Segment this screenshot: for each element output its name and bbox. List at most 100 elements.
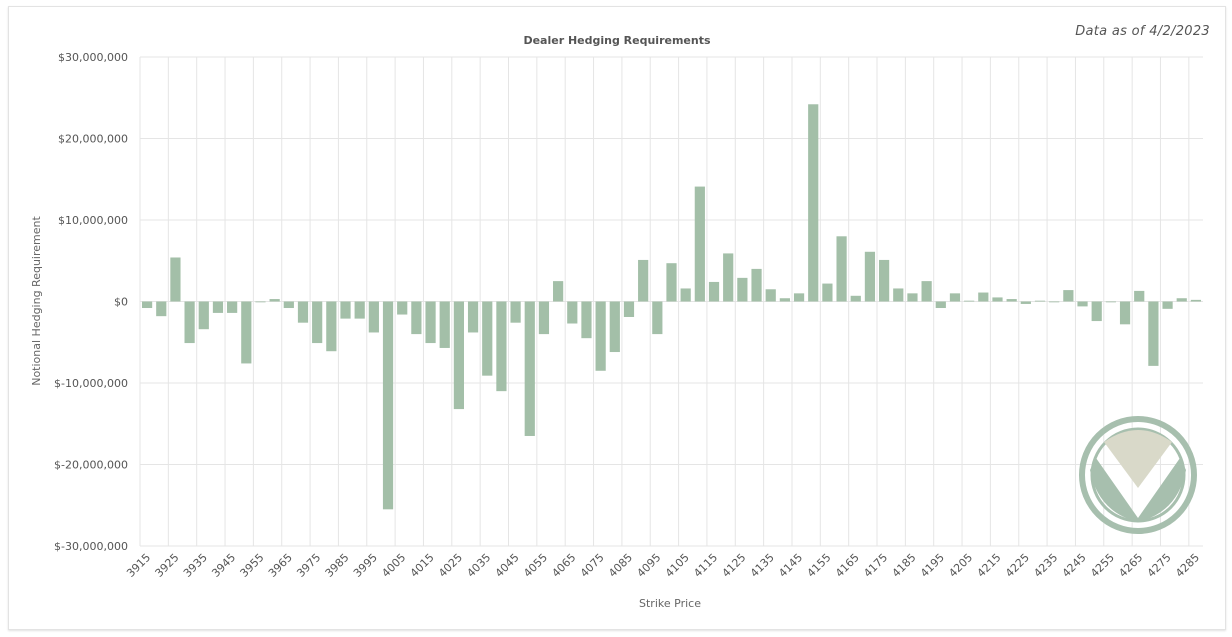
x-axis-label: Strike Price	[639, 597, 701, 610]
y-tick-label: $30,000,000	[58, 51, 128, 64]
bar-4280	[1176, 298, 1187, 302]
bar-4180	[893, 288, 904, 302]
x-tick-label: 4275	[1145, 551, 1174, 580]
x-tick-label: 3965	[266, 551, 295, 580]
x-tick-label: 4175	[861, 551, 890, 580]
bar-4060	[553, 281, 564, 302]
bar-4110	[694, 186, 705, 302]
bar-3995	[368, 301, 379, 333]
bar-3925	[170, 257, 181, 302]
bar-4100	[666, 263, 677, 302]
bar-4220	[1006, 299, 1017, 302]
bar-4085	[623, 301, 635, 317]
x-tick-label: 4205	[946, 551, 975, 580]
x-tick-label: 4125	[719, 551, 748, 580]
bar-3955	[255, 301, 266, 303]
x-tick-label: 4115	[691, 551, 720, 580]
green-v-logo-icon	[1079, 416, 1197, 534]
bar-3915	[141, 301, 153, 309]
bar-3945	[227, 301, 238, 313]
bar-4205	[964, 300, 975, 302]
bar-4285	[1190, 299, 1202, 302]
y-tick-label: $10,000,000	[58, 214, 128, 227]
bar-4230	[1034, 300, 1046, 302]
bar-4250	[1091, 301, 1102, 322]
data-as-of-label: Data as of 4/2/2023	[1075, 24, 1210, 39]
x-tick-label: 4075	[578, 551, 607, 580]
x-tick-label: 3915	[124, 551, 153, 580]
y-tick-label: $-30,000,000	[54, 540, 128, 553]
bar-3940	[212, 301, 224, 313]
y-tick-label: $20,000,000	[58, 133, 128, 146]
x-tick-label: 4285	[1173, 551, 1202, 580]
y-axis-ticks: $30,000,000 $20,000,000 $10,000,000 $0 $-10,…	[54, 51, 128, 553]
bar-3950	[241, 301, 252, 364]
bar-4175	[878, 259, 890, 302]
bar-4080	[609, 301, 620, 353]
bar-4040	[496, 301, 507, 392]
x-tick-label: 4225	[1003, 551, 1032, 580]
bar-4010	[411, 301, 422, 335]
bar-4125	[737, 277, 748, 302]
bar-4120	[723, 253, 734, 302]
bar-4240	[1063, 290, 1074, 302]
y-tick-label: $-10,000,000	[54, 377, 128, 390]
x-tick-label: 4045	[493, 551, 522, 580]
bar-4185	[907, 293, 918, 302]
x-tick-label: 3985	[323, 551, 352, 580]
x-tick-label: 4245	[1060, 551, 1089, 580]
x-tick-label: 4035	[464, 551, 493, 580]
y-axis-label: Notional Hedging Requirement	[30, 216, 43, 386]
bar-4115	[708, 281, 720, 302]
x-tick-label: 4055	[521, 551, 550, 580]
bar-4030	[467, 301, 479, 333]
x-tick-label: 4235	[1031, 551, 1060, 580]
bar-3970	[297, 301, 309, 323]
logo-ring	[1079, 416, 1197, 534]
bar-4225	[1020, 301, 1031, 304]
bar-3965	[283, 301, 294, 309]
x-tick-label: 4155	[805, 551, 834, 580]
bar-4050	[524, 301, 535, 436]
x-tick-label: 3995	[351, 551, 380, 580]
bar-4145	[793, 293, 805, 302]
bar-4095	[652, 301, 663, 335]
x-tick-label: 4215	[975, 551, 1004, 580]
bar-4270	[1148, 301, 1159, 366]
bar-4135	[765, 289, 776, 302]
bar-4260	[1119, 301, 1131, 325]
bar-4215	[992, 297, 1003, 302]
bar-4195	[935, 301, 946, 309]
bar-4210	[978, 292, 989, 302]
logo-top-shape	[1104, 430, 1172, 488]
bar-3935	[198, 301, 209, 330]
bar-4105	[680, 288, 691, 302]
bar-4130	[751, 268, 762, 302]
bar-4075	[595, 301, 606, 371]
bar-4035	[482, 301, 493, 376]
bar-4025	[453, 301, 465, 410]
bar-4000	[382, 301, 394, 510]
x-tick-label: 4165	[833, 551, 862, 580]
x-tick-label: 4085	[606, 551, 635, 580]
bar-4140	[779, 298, 790, 302]
x-tick-label: 4255	[1088, 551, 1117, 580]
bar-3980	[326, 301, 337, 352]
bar-4190	[921, 281, 932, 302]
chart-title: Dealer Hedging Requirements	[523, 34, 711, 47]
x-tick-label: 4105	[663, 551, 692, 580]
logo-v-shape	[1090, 458, 1186, 522]
bar-4150	[808, 104, 819, 302]
bar-3990	[354, 301, 365, 319]
x-tick-label: 4005	[379, 551, 408, 580]
x-tick-label: 4015	[408, 551, 437, 580]
x-tick-label: 4025	[436, 551, 465, 580]
x-tick-label: 4185	[890, 551, 919, 580]
x-tick-label: 3955	[238, 551, 267, 580]
bar-4065	[567, 301, 578, 324]
x-tick-label: 4145	[776, 551, 805, 580]
grid-lines	[139, 56, 1203, 547]
bar-4015	[425, 301, 436, 344]
bar-4160	[836, 236, 847, 302]
